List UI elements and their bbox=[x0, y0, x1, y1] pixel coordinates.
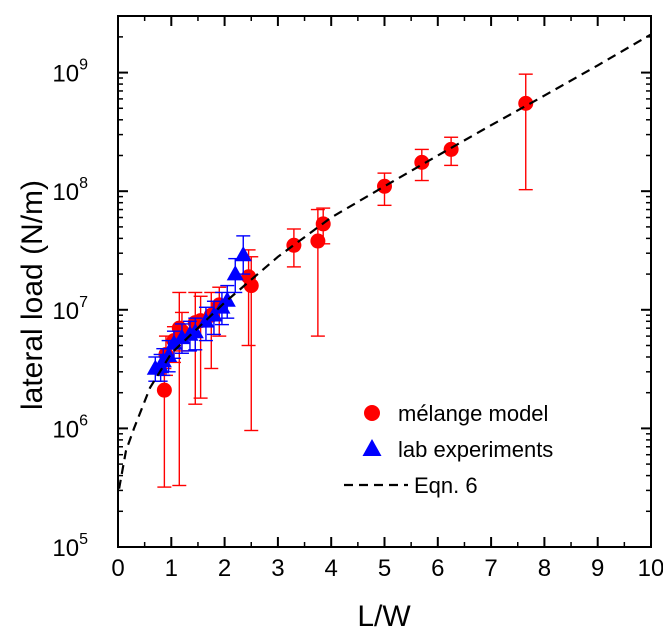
y-axis-title: lateral load (N/m) bbox=[16, 180, 49, 410]
y-tick-label: 107 bbox=[52, 294, 88, 325]
x-tick-label: 9 bbox=[591, 555, 604, 582]
x-tick-label: 0 bbox=[111, 555, 124, 582]
legend-marker-melange bbox=[364, 405, 380, 421]
legend-label: mélange model bbox=[398, 401, 548, 426]
legend: mélange model lab experiments Eqn. 6 bbox=[344, 401, 553, 498]
x-tick-label: 7 bbox=[484, 555, 497, 582]
legend-label: lab experiments bbox=[398, 437, 553, 462]
melange-point bbox=[156, 382, 172, 398]
plot-marks bbox=[118, 33, 651, 489]
legend-marker-lab bbox=[362, 439, 382, 456]
y-tick-label: 109 bbox=[52, 57, 88, 88]
x-tick-label: 1 bbox=[165, 555, 178, 582]
legend-label: Eqn. 6 bbox=[414, 473, 478, 498]
lab-point bbox=[226, 265, 244, 281]
axes: 0 1 2 3 4 5 6 7 8 9 10 105 106 107 108 109 bbox=[52, 15, 663, 582]
lab-point bbox=[160, 346, 178, 363]
x-tick-label: 3 bbox=[271, 555, 284, 582]
y-tick-label: 106 bbox=[52, 412, 88, 443]
eqn6-line bbox=[118, 33, 651, 489]
melange-point bbox=[377, 178, 392, 194]
x-axis-title: L/W bbox=[357, 600, 411, 633]
x-tick-label: 2 bbox=[218, 555, 231, 582]
lab-point bbox=[234, 245, 252, 262]
plot-frame bbox=[117, 15, 652, 548]
x-tick-label: 5 bbox=[378, 555, 391, 582]
y-tick-label: 108 bbox=[52, 175, 88, 206]
melange-point bbox=[243, 278, 259, 294]
melange-point bbox=[310, 233, 326, 249]
x-tick-label: 4 bbox=[325, 555, 338, 582]
y-tick-label: 105 bbox=[52, 531, 88, 562]
x-tick-label: 10 bbox=[638, 555, 663, 582]
x-tick-label: 8 bbox=[538, 555, 551, 582]
x-tick-label: 6 bbox=[431, 555, 444, 582]
